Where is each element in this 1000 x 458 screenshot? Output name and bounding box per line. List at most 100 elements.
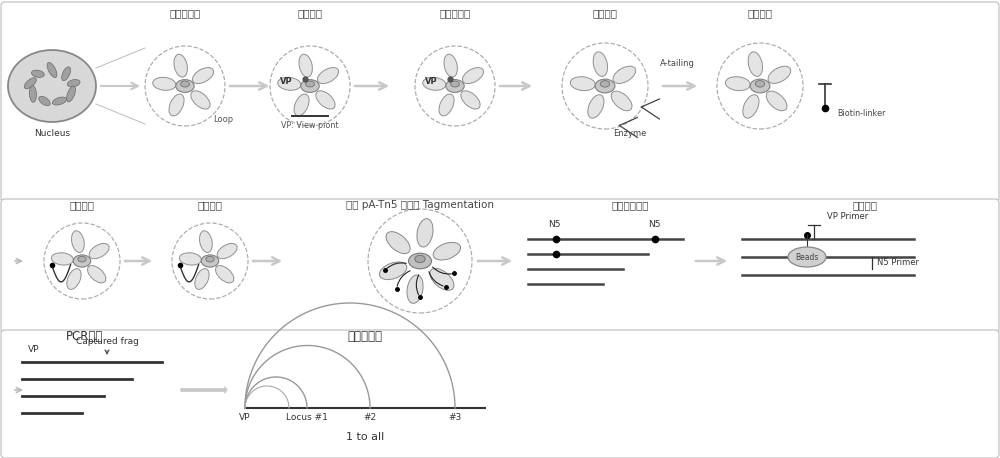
Ellipse shape <box>72 231 84 252</box>
Text: Nucleus: Nucleus <box>34 129 70 138</box>
Ellipse shape <box>611 91 632 111</box>
Ellipse shape <box>176 80 194 93</box>
Ellipse shape <box>409 253 431 269</box>
Text: VP: VP <box>280 77 292 86</box>
Ellipse shape <box>595 79 615 93</box>
Text: N5: N5 <box>648 220 660 229</box>
Ellipse shape <box>217 244 237 259</box>
Ellipse shape <box>768 66 791 83</box>
Text: Beads: Beads <box>795 252 819 262</box>
Ellipse shape <box>415 255 425 262</box>
FancyBboxPatch shape <box>1 330 999 458</box>
Ellipse shape <box>195 269 209 289</box>
Ellipse shape <box>201 255 219 267</box>
Text: Locus #1: Locus #1 <box>286 413 328 422</box>
Ellipse shape <box>31 70 44 77</box>
Text: 裂解细胞膜: 裂解细胞膜 <box>439 8 471 18</box>
Ellipse shape <box>216 266 234 283</box>
Ellipse shape <box>67 86 75 102</box>
Ellipse shape <box>24 78 36 89</box>
Ellipse shape <box>8 50 96 122</box>
Text: 磁珠富集: 磁珠富集 <box>852 200 878 210</box>
Text: PCR建库: PCR建库 <box>66 330 104 343</box>
Text: VP: View piont: VP: View piont <box>281 121 339 130</box>
Text: VP Primer: VP Primer <box>827 212 868 221</box>
Ellipse shape <box>174 54 187 77</box>
Ellipse shape <box>750 79 770 93</box>
Ellipse shape <box>153 77 176 90</box>
FancyBboxPatch shape <box>1 2 999 202</box>
Ellipse shape <box>206 256 214 262</box>
Ellipse shape <box>600 81 610 87</box>
Text: 纯化和解交联: 纯化和解交联 <box>611 200 649 210</box>
Ellipse shape <box>461 91 480 109</box>
Ellipse shape <box>743 95 759 118</box>
Text: VP: VP <box>28 345 40 354</box>
Ellipse shape <box>444 54 457 77</box>
Ellipse shape <box>278 77 301 90</box>
Ellipse shape <box>407 275 423 303</box>
Text: 染色质互作: 染色质互作 <box>169 8 201 18</box>
Ellipse shape <box>316 91 335 109</box>
Ellipse shape <box>73 255 91 267</box>
Ellipse shape <box>613 66 636 83</box>
Text: Biotin-linker: Biotin-linker <box>837 109 885 118</box>
Ellipse shape <box>67 269 81 289</box>
Ellipse shape <box>294 94 309 116</box>
Text: Enzyme: Enzyme <box>613 129 647 138</box>
Text: A-tailing: A-tailing <box>660 59 695 68</box>
Text: 孵育 pA-Tn5 并原位 Tagmentation: 孵育 pA-Tn5 并原位 Tagmentation <box>346 200 494 210</box>
Ellipse shape <box>386 232 410 254</box>
Ellipse shape <box>39 96 50 106</box>
Ellipse shape <box>47 62 57 77</box>
Text: 1 to all: 1 to all <box>346 432 384 442</box>
Ellipse shape <box>299 54 312 77</box>
Text: N5 Primer: N5 Primer <box>877 258 919 267</box>
Ellipse shape <box>301 80 319 93</box>
Ellipse shape <box>570 76 595 91</box>
Ellipse shape <box>52 97 67 105</box>
Ellipse shape <box>451 81 459 87</box>
Ellipse shape <box>725 76 750 91</box>
Ellipse shape <box>89 244 109 259</box>
Ellipse shape <box>62 67 71 81</box>
Text: 孵育二抗: 孵育二抗 <box>198 200 222 210</box>
Ellipse shape <box>439 94 454 116</box>
Ellipse shape <box>191 91 210 109</box>
Text: N5: N5 <box>548 220 560 229</box>
Ellipse shape <box>446 80 464 93</box>
Text: VP: VP <box>239 413 251 422</box>
Ellipse shape <box>748 52 763 76</box>
Text: 染色质互作: 染色质互作 <box>348 330 382 343</box>
Ellipse shape <box>169 94 184 116</box>
Text: VP: VP <box>425 77 437 86</box>
Ellipse shape <box>179 253 201 265</box>
Ellipse shape <box>417 218 433 247</box>
Ellipse shape <box>192 68 214 84</box>
Ellipse shape <box>462 68 484 84</box>
Text: 入核酶切: 入核酶切 <box>592 8 618 18</box>
Ellipse shape <box>317 68 339 84</box>
Ellipse shape <box>766 91 787 111</box>
Text: 原位连接: 原位连接 <box>748 8 772 18</box>
Ellipse shape <box>588 95 604 118</box>
Text: 孵育一抗: 孵育一抗 <box>70 200 94 210</box>
Text: #3: #3 <box>448 413 462 422</box>
Ellipse shape <box>433 242 461 260</box>
FancyBboxPatch shape <box>1 199 999 334</box>
Ellipse shape <box>430 268 454 290</box>
Text: Captured frag: Captured frag <box>76 337 138 346</box>
Ellipse shape <box>306 81 314 87</box>
Ellipse shape <box>78 256 86 262</box>
Ellipse shape <box>755 81 765 87</box>
Ellipse shape <box>423 77 446 90</box>
Ellipse shape <box>67 80 80 87</box>
Ellipse shape <box>200 231 212 252</box>
Ellipse shape <box>593 52 608 76</box>
Ellipse shape <box>181 81 189 87</box>
Text: Loop: Loop <box>213 115 233 124</box>
Text: 交联固定: 交联固定 <box>298 8 322 18</box>
Ellipse shape <box>88 266 106 283</box>
Ellipse shape <box>51 253 73 265</box>
Ellipse shape <box>788 247 826 267</box>
